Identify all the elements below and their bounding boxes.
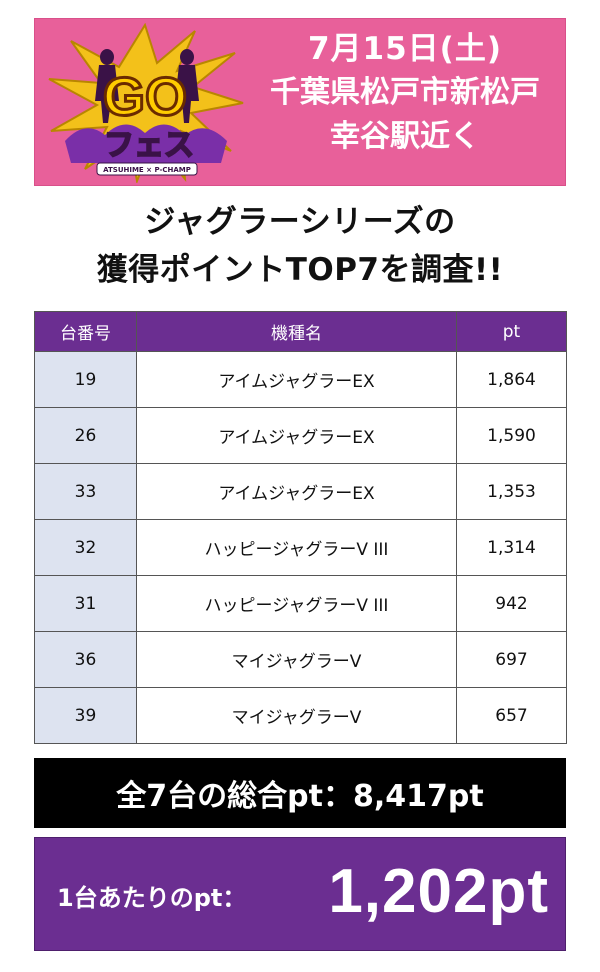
table-row: 19 アイムジャグラーEX 1,864 <box>34 351 567 408</box>
cell-machine-number: 19 <box>34 351 137 408</box>
cell-model-name: マイジャグラーV <box>136 631 457 688</box>
cell-machine-number: 36 <box>34 631 137 688</box>
cell-pt: 1,353 <box>456 463 567 520</box>
cell-pt: 1,864 <box>456 351 567 408</box>
total-points-text: 全7台の総合pt：8,417pt <box>116 779 484 814</box>
table-row: 26 アイムジャグラーEX 1,590 <box>34 407 567 464</box>
table-row: 31 ハッピージャグラーV III 942 <box>34 575 567 632</box>
logo-fes-text: フェス <box>104 128 194 163</box>
cell-machine-number: 26 <box>34 407 137 464</box>
header-pt: pt <box>456 311 567 352</box>
cell-pt: 1,590 <box>456 407 567 464</box>
cell-model-name: ハッピージャグラーV III <box>136 575 457 632</box>
cell-model-name: アイムジャグラーEX <box>136 463 457 520</box>
event-place-line1: 千葉県松戸市新松戸 <box>270 75 540 110</box>
cell-machine-number: 32 <box>34 519 137 576</box>
table-row: 36 マイジャグラーV 697 <box>34 631 567 688</box>
header-banner: GO フェス ATSUHIME × P-CHAMP 7月15日(土) 千葉県松戸… <box>34 18 566 186</box>
cell-machine-number: 39 <box>34 687 137 744</box>
logo-tagline: ATSUHIME × P-CHAMP <box>103 166 191 174</box>
ranking-table: 台番号 機種名 pt 19 アイムジャグラーEX 1,864 26 アイムジャグ… <box>34 311 567 744</box>
cell-machine-number: 31 <box>34 575 137 632</box>
table-row: 32 ハッピージャグラーV III 1,314 <box>34 519 567 576</box>
header-machine-number: 台番号 <box>34 311 137 352</box>
per-machine-box: 1台あたりのpt： 1,202pt <box>34 837 566 951</box>
cell-pt: 1,314 <box>456 519 567 576</box>
total-points-box: 全7台の総合pt：8,417pt <box>34 758 566 828</box>
header-model-name: 機種名 <box>136 311 457 352</box>
event-place-line2: 幸谷駅近く <box>330 119 480 154</box>
cell-model-name: アイムジャグラーEX <box>136 407 457 464</box>
headline-line2: 獲得ポイントTOP7を調査!! <box>96 252 504 288</box>
event-date: 7月15日(土) <box>307 31 503 67</box>
per-machine-value: 1,202pt <box>328 857 549 926</box>
cell-pt: 657 <box>456 687 567 744</box>
event-info: 7月15日(土) 千葉県松戸市新松戸 幸谷駅近く <box>247 27 563 159</box>
headline-line1: ジャグラーシリーズの <box>144 204 456 240</box>
headline: ジャグラーシリーズの 獲得ポイントTOP7を調査!! <box>0 198 600 294</box>
cell-machine-number: 33 <box>34 463 137 520</box>
table-header-row: 台番号 機種名 pt <box>34 311 567 352</box>
logo-go-text: GO <box>103 67 187 127</box>
go-fes-logo: GO フェス ATSUHIME × P-CHAMP <box>48 23 244 183</box>
cell-model-name: マイジャグラーV <box>136 687 457 744</box>
cell-model-name: ハッピージャグラーV III <box>136 519 457 576</box>
cell-pt: 942 <box>456 575 567 632</box>
cell-pt: 697 <box>456 631 567 688</box>
table-row: 33 アイムジャグラーEX 1,353 <box>34 463 567 520</box>
cell-model-name: アイムジャグラーEX <box>136 351 457 408</box>
table-row: 39 マイジャグラーV 657 <box>34 687 567 744</box>
per-machine-label: 1台あたりのpt： <box>57 884 247 912</box>
